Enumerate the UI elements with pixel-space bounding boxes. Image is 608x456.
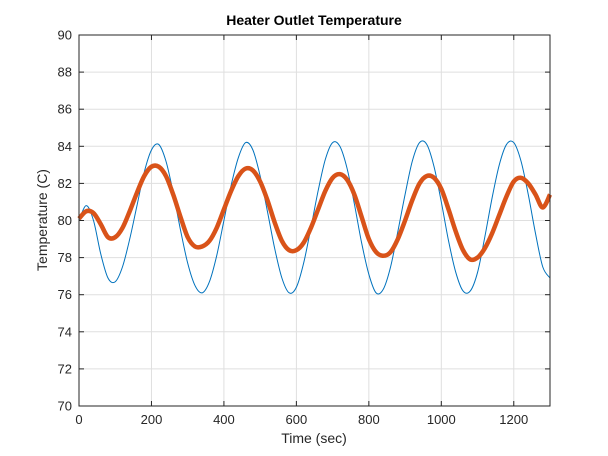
y-axis-label: Temperature (C)	[34, 169, 50, 271]
y-tick-label: 86	[58, 102, 72, 117]
x-tick-label: 200	[141, 412, 163, 427]
y-tick-label: 90	[58, 28, 72, 43]
y-tick-label: 88	[58, 65, 72, 80]
x-tick-label: 1200	[499, 412, 528, 427]
y-tick-label: 72	[58, 361, 72, 376]
series-layer	[77, 140, 553, 295]
y-tick-label: 84	[58, 139, 72, 154]
y-tick-label: 80	[58, 213, 72, 228]
x-tick-label: 0	[75, 412, 82, 427]
x-tick-label: 400	[213, 412, 235, 427]
y-tick-label: 78	[58, 250, 72, 265]
series-line-2	[77, 163, 553, 263]
chart-title: Heater Outlet Temperature	[226, 12, 402, 28]
x-tick-label: 600	[286, 412, 308, 427]
y-tick-label: 76	[58, 287, 72, 302]
x-tick-label: 800	[358, 412, 380, 427]
series-line-1	[78, 140, 551, 295]
ticks	[78, 34, 550, 407]
tick-labels: 0 200 400 600 800 1000 1200 70 72 74 76 78 80 82 84 86 8…	[58, 28, 529, 428]
y-tick-label: 82	[58, 176, 72, 191]
y-tick-label: 70	[58, 399, 72, 414]
x-axis-label: Time (sec)	[281, 430, 347, 446]
y-tick-label: 74	[58, 324, 72, 339]
x-tick-label: 1000	[427, 412, 456, 427]
